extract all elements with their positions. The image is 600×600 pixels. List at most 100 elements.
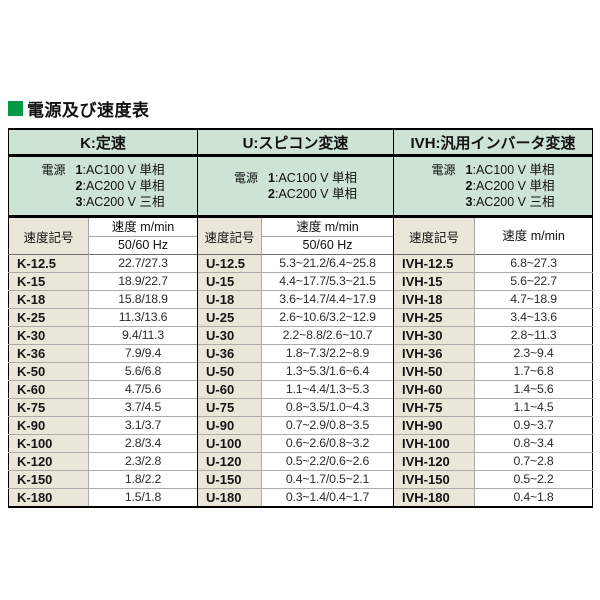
speed-value-cell: 1.1~4.5	[474, 398, 593, 417]
speed-value-cell: 1.3~5.3/1.6~6.4	[261, 362, 394, 381]
speed-code-header-k: 速度記号	[8, 216, 89, 255]
speed-value-cell: 3.1/3.7	[87, 416, 198, 435]
speed-value-cell: 3.7/4.5	[87, 398, 198, 417]
hz-label-k: 50/60 Hz	[89, 236, 198, 254]
speed-value-cell: 0.5~2.2	[474, 470, 593, 489]
speed-code-cell: U-25	[197, 308, 262, 327]
speed-value-cell: 4.7/5.6	[87, 380, 198, 399]
speed-code-cell: K-120	[8, 452, 89, 471]
group-header-k: K:定速	[8, 129, 198, 157]
speed-code-cell: K-150	[8, 470, 89, 489]
table-row: K-36 7.9/9.4 U-36 1.8~7.3/2.2~8.9 IVH-36 2.3~…	[8, 344, 593, 363]
speed-value-cell: 15.8/18.9	[87, 290, 198, 309]
power-line: 2:AC200 V 単相	[75, 179, 165, 193]
speed-code-cell: K-90	[8, 416, 89, 435]
speed-code-cell: K-60	[8, 380, 89, 399]
speed-value-cell: 2.3/2.8	[87, 452, 198, 471]
table-row: K-50 5.6/6.8 U-50 1.3~5.3/1.6~6.4 IVH-50 1.7~…	[8, 362, 593, 381]
speed-value-cell: 0.9~3.7	[474, 416, 593, 435]
speed-code-cell: IVH-30	[393, 326, 475, 345]
speed-code-cell: U-50	[197, 362, 262, 381]
speed-value-cell: 1.1~4.4/1.3~5.3	[261, 380, 394, 399]
table-row: K-150 1.8/2.2 U-150 0.4~1.7/0.5~2.1 IVH-150 0…	[8, 470, 593, 489]
speed-value-cell: 3.6~14.7/4.4~17.9	[261, 290, 394, 309]
speed-value-cell: 0.5~2.2/0.6~2.6	[261, 452, 394, 471]
table-row: K-12.5 22.7/27.3 U-12.5 5.3~21.2/6.4~25.8 IV…	[8, 254, 593, 273]
speed-value-cell: 6.8~27.3	[474, 254, 593, 273]
speed-value-cell: 0.4~1.7/0.5~2.1	[261, 470, 394, 489]
section-title: 電源及び速度表	[8, 96, 150, 121]
speed-code-cell: IVH-12.5	[393, 254, 475, 273]
speed-unit-label-ivh: 速度 m/min	[502, 229, 565, 243]
speed-code-cell: IVH-100	[393, 434, 475, 453]
speed-code-cell: IVH-50	[393, 362, 475, 381]
speed-code-cell: IVH-36	[393, 344, 475, 363]
table-row: K-180 1.5/1.8 U-180 0.3~1.4/0.4~1.7 IVH-180 0…	[8, 488, 593, 507]
speed-unit-label-k: 速度 m/min	[111, 220, 175, 234]
speed-value-cell: 2.8~11.3	[474, 326, 593, 345]
power-line: 2:AC200 V 単相	[465, 179, 555, 193]
speed-value-cell: 0.3~1.4/0.4~1.7	[261, 488, 394, 507]
group-header-row: K:定速 U:スピコン変速 IVH:汎用インバータ変速	[8, 129, 593, 157]
power-line: 2:AC200 V 単相	[268, 187, 357, 201]
speed-value-cell: 18.9/22.7	[87, 272, 198, 291]
power-line: 電源 1:AC100 V 単相	[431, 163, 555, 177]
table-row: K-100 2.8/3.4 U-100 0.6~2.6/0.8~3.2 IVH-100 0…	[8, 434, 593, 453]
table-row: K-60 4.7/5.6 U-60 1.1~4.4/1.3~5.3 IVH-60 1.4~…	[8, 380, 593, 399]
table-row: K-120 2.3/2.8 U-120 0.5~2.2/0.6~2.6 IVH-120 0…	[8, 452, 593, 471]
speed-code-cell: K-18	[8, 290, 89, 309]
speed-code-cell: U-18	[197, 290, 262, 309]
speed-value-cell: 1.8/2.2	[87, 470, 198, 489]
speed-code-cell: U-60	[197, 380, 262, 399]
speed-code-cell: IVH-150	[393, 470, 475, 489]
speed-value-cell: 5.6/6.8	[87, 362, 198, 381]
speed-value-cell: 4.4~17.7/5.3~21.5	[261, 272, 394, 291]
speed-value-header-ivh: 速度 m/min	[474, 216, 593, 255]
column-header-row: 速度記号 速度 m/min 50/60 Hz 速度記号 速度 m/min 50/…	[8, 216, 593, 255]
speed-value-cell: 9.4/11.3	[87, 326, 198, 345]
speed-code-header-u: 速度記号	[197, 216, 262, 255]
power-cell-k: 電源 1:AC100 V 単相 2:AC200 V 単相 3:AC200 V 三相	[8, 155, 198, 218]
speed-code-cell: U-30	[197, 326, 262, 345]
table-row: K-30 9.4/11.3 U-30 2.2~8.8/2.6~10.7 IVH-30 2.…	[8, 326, 593, 345]
speed-value-header-k: 速度 m/min 50/60 Hz	[87, 216, 198, 255]
power-line: 電源 1:AC100 V 単相	[234, 171, 357, 185]
speed-code-cell: IVH-180	[393, 488, 475, 507]
speed-code-cell: K-15	[8, 272, 89, 291]
speed-code-cell: IVH-60	[393, 380, 475, 399]
table-row: K-18 15.8/18.9 U-18 3.6~14.7/4.4~17.9 IVH-18…	[8, 290, 593, 309]
group-header-ivh: IVH:汎用インバータ変速	[393, 129, 593, 157]
speed-code-cell: U-90	[197, 416, 262, 435]
power-cell-ivh: 電源 1:AC100 V 単相 2:AC200 V 単相 3:AC200 V 三相	[393, 155, 593, 218]
speed-code-cell: K-50	[8, 362, 89, 381]
speed-value-cell: 0.6~2.6/0.8~3.2	[261, 434, 394, 453]
speed-code-header-ivh: 速度記号	[393, 216, 475, 255]
speed-unit-label-u: 速度 m/min	[296, 220, 359, 234]
speed-code-cell: U-15	[197, 272, 262, 291]
speed-code-cell: K-75	[8, 398, 89, 417]
speed-value-cell: 11.3/13.6	[87, 308, 198, 327]
power-cell-u: 電源 1:AC100 V 単相 2:AC200 V 単相	[197, 155, 394, 218]
speed-code-cell: U-36	[197, 344, 262, 363]
power-line: 3:AC200 V 三相	[465, 195, 555, 209]
speed-value-cell: 2.6~10.6/3.2~12.9	[261, 308, 394, 327]
speed-code-cell: K-180	[8, 488, 89, 507]
speed-code-cell: K-30	[8, 326, 89, 345]
speed-value-cell: 2.8/3.4	[87, 434, 198, 453]
speed-code-cell: IVH-90	[393, 416, 475, 435]
speed-value-cell: 0.4~1.8	[474, 488, 593, 507]
speed-code-cell: U-120	[197, 452, 262, 471]
speed-code-cell: K-25	[8, 308, 89, 327]
speed-value-cell: 0.8~3.4	[474, 434, 593, 453]
speed-code-cell: K-36	[8, 344, 89, 363]
speed-value-header-u: 速度 m/min 50/60 Hz	[261, 216, 394, 255]
speed-rows: K-12.5 22.7/27.3 U-12.5 5.3~21.2/6.4~25.8 IV…	[8, 254, 593, 507]
hz-label-u: 50/60 Hz	[262, 236, 394, 254]
power-supply-row: 電源 1:AC100 V 単相 2:AC200 V 単相 3:AC200 V 三相 電…	[8, 155, 593, 218]
speed-value-cell: 1.4~5.6	[474, 380, 593, 399]
speed-code-cell: U-180	[197, 488, 262, 507]
power-speed-table: K:定速 U:スピコン変速 IVH:汎用インバータ変速 電源 1:AC100 V …	[8, 128, 594, 508]
speed-value-cell: 5.3~21.2/6.4~25.8	[261, 254, 394, 273]
group-header-u: U:スピコン変速	[197, 129, 394, 157]
